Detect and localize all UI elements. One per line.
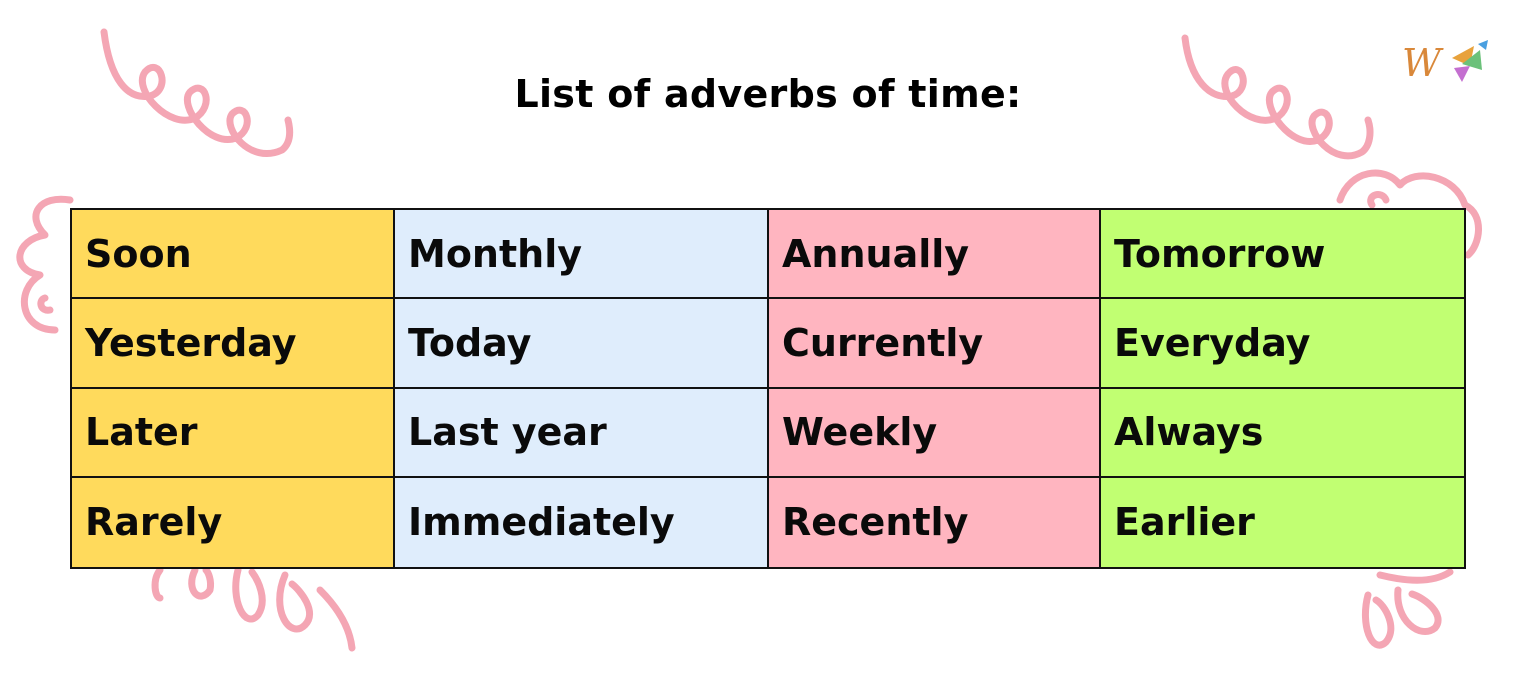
table-cell: Today	[395, 299, 769, 389]
logo-letter: W	[1402, 41, 1444, 85]
table-cell: Weekly	[769, 388, 1101, 478]
table-cell: Recently	[769, 477, 1101, 567]
table-cell: Rarely	[72, 477, 395, 567]
table-cell: Currently	[769, 299, 1101, 389]
logo-icon: W	[1402, 40, 1488, 85]
table-cell: Last year	[395, 388, 769, 478]
page-title: List of adverbs of time:	[514, 72, 1022, 116]
table-cell: Immediately	[395, 477, 769, 567]
table-cell: Always	[1101, 388, 1464, 478]
table-cell: Later	[72, 388, 395, 478]
table-cell: Annually	[769, 210, 1101, 300]
table-cell: Everyday	[1101, 299, 1464, 389]
table-cell: Monthly	[395, 210, 769, 300]
table-cell: Tomorrow	[1101, 210, 1464, 300]
table-cell: Soon	[72, 210, 395, 300]
adverbs-table: Soon Monthly Annually Tomorrow Yesterday…	[70, 208, 1466, 569]
table-cell: Yesterday	[72, 299, 395, 389]
table-cell: Earlier	[1101, 477, 1464, 567]
